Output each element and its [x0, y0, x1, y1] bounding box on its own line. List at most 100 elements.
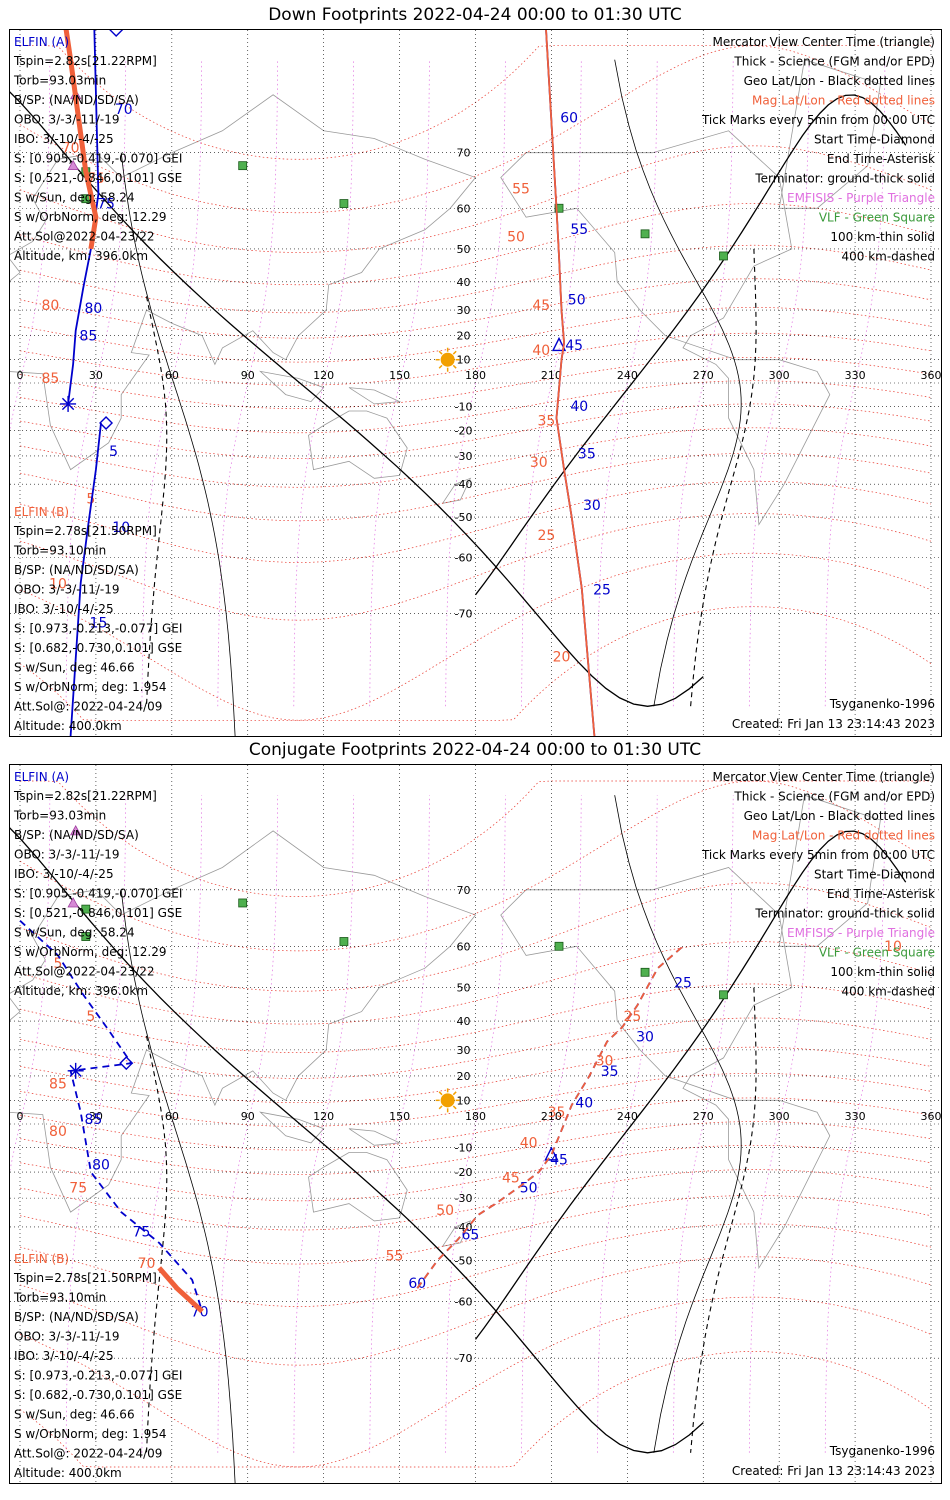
elfin-a-info-line: S w/OrbNorm, deg: 12.29 [14, 210, 166, 224]
elfin-a-info-line: Tspin=2.82s[21.22RPM] [13, 54, 157, 68]
vlf-station-marker [554, 203, 564, 213]
end-asterisk-marker [67, 1062, 84, 1079]
y-tick-label: -20 [455, 1166, 473, 1179]
elfin-b-info-line: Altitude: 400.0km [14, 719, 122, 733]
y-tick-label: 20 [457, 330, 471, 343]
mag-lon-line [369, 795, 430, 1453]
elfin-b-info-line: S w/OrbNorm, deg: 1.954 [14, 680, 166, 694]
mag-lon-line [217, 795, 279, 1453]
start-diamond-marker [119, 1056, 134, 1071]
mag-lat-label: 75 [87, 171, 105, 187]
elfin-a-info-line: Att.Sol@2022-04-23/22 [14, 230, 155, 244]
y-tick-label: -10 [455, 1142, 473, 1155]
legend-line: VLF - Green Square [819, 946, 935, 960]
vlf-station-marker [640, 967, 650, 977]
elfin-b-info-line: S: [0.682,-0.730,0.101] GSE [14, 641, 182, 655]
down-footprints-map: 0 30 60 90 120 150 180 210 240 270 300 330 360 70 60 50… [10, 30, 941, 736]
legend-line: Mag Lat/Lon - Red dotted lines [752, 94, 935, 108]
y-tick-label: -70 [455, 607, 473, 620]
mag-lat-label: 25 [537, 528, 555, 544]
y-tick-label: -10 [455, 400, 473, 413]
mag-lon-line [521, 795, 582, 1453]
elfin-b-info-line: IBO: 3/-10/-4/-25 [14, 1349, 114, 1363]
time-tick-label: 75 [133, 1224, 151, 1240]
elfin-a-info-line: S: [0.905,-0.419,-0.070] GEI [14, 887, 182, 901]
geo-grid [10, 30, 941, 736]
elfin-a-info-line: B/SP: (NA/ND/SD/SA) [14, 93, 139, 107]
coastline [500, 130, 831, 526]
elfin-b-info-line: Tspin=2.78s[21.50RPM] [13, 1271, 157, 1285]
coastlines [10, 59, 881, 526]
terminator-100km [614, 795, 742, 1453]
mag-lat-label: 85 [41, 371, 59, 387]
mag-lat-line [19, 45, 932, 214]
time-tick-label: 5 [109, 444, 118, 460]
y-tick-label: -70 [455, 1352, 473, 1365]
sun-icon [435, 347, 460, 372]
legend-line: EMFISIS - Purple Triangle [787, 191, 935, 205]
panel-title: Down Footprints 2022-04-24 00:00 to 01:3… [268, 5, 682, 25]
sun-ray [452, 350, 457, 355]
mag-lat-label: 5 [53, 956, 62, 972]
elfin-b-info-line: S: [0.682,-0.730,0.101] GSE [14, 1388, 182, 1402]
mag-lat-label: 40 [532, 343, 550, 359]
time-tick-label: 40 [570, 399, 588, 415]
time-tick-label: 30 [583, 498, 601, 514]
x-tick-label: 60 [165, 1110, 179, 1123]
model-label: Tsyganenko-1996 [829, 1444, 935, 1458]
terminator-100km [120, 152, 236, 736]
view-center-triangle [544, 1146, 559, 1161]
footprint-track [69, 422, 102, 736]
mag-lat-label: 35 [537, 413, 555, 429]
elfin-b-info-line: S: [0.973,-0.213,-0.077] GEI [14, 622, 182, 636]
mag-lat-label: 45 [532, 298, 550, 314]
time-tick-label: 10 [112, 520, 130, 536]
elfin-a-info-line: IBO: 3/-10/-4/-25 [14, 867, 114, 881]
mag-lat-label: 75 [69, 1181, 87, 1197]
time-tick-label: 70 [115, 102, 133, 118]
mag-lat-label: 50 [436, 1203, 454, 1219]
legend-line: Terminator: ground-thick solid [754, 172, 935, 186]
elfin-a-info-line: IBO: 3/-10/-4/-25 [14, 132, 114, 146]
elfin-a-info-line: Torb=93.03min [13, 809, 106, 823]
legend-line: Mercator View Center Time (triangle) [713, 770, 935, 784]
elfin-a-info-line: S: [0.521,-0.846,0.101] GSE [14, 906, 182, 920]
sun-ray [438, 350, 443, 355]
legend-line: 100 km-thin solid [830, 965, 935, 979]
elfin-b-info-line: OBO: 3/-3/-11/-19 [14, 1330, 120, 1344]
legend-line: Thick - Science (FGM and/or EPD) [733, 55, 935, 69]
mag-lon-lines [10, 59, 886, 707]
time-tick-label: 70 [191, 1305, 209, 1321]
elfin-a-info-line: OBO: 3/-3/-11/-19 [14, 848, 120, 862]
mag-lat-label: 55 [512, 182, 530, 198]
elfin-b-info-line: S w/OrbNorm, deg: 1.954 [14, 1427, 166, 1441]
x-tick-label: 150 [389, 1110, 410, 1123]
mag-lat-line [19, 1223, 932, 1307]
mag-lon-line [293, 795, 354, 1453]
mag-lat-line [19, 1097, 932, 1151]
x-tick-label: 270 [693, 1110, 714, 1123]
footprint-track [545, 30, 596, 736]
elfin-b-info-line: Torb=93.10min [13, 1291, 106, 1305]
view-center-triangle [551, 336, 567, 352]
legend-line: 400 km-dashed [841, 985, 935, 999]
mag-lon-line [369, 59, 430, 707]
terminator [10, 59, 907, 736]
vlf-station-marker [339, 937, 349, 946]
mag-lon-line [141, 59, 203, 707]
elfin-a-header: ELFIN (A) [14, 770, 69, 784]
x-tick-label: 210 [541, 1110, 562, 1123]
conjugate-footprints-map: 0 30 60 90 120 150 180 210 240 270 300 330 360 70 60 50… [10, 765, 941, 1483]
mag-lon-line [65, 59, 127, 707]
vlf-station-marker [339, 199, 349, 208]
mag-lon-line [824, 59, 886, 707]
x-tick-label: 240 [617, 1110, 638, 1123]
time-tick-label: 85 [84, 1112, 102, 1128]
time-tick-label: 60 [408, 1276, 426, 1292]
y-tick-label: -40 [455, 478, 473, 491]
y-tick-label: -30 [455, 450, 473, 463]
y-tick-label: 20 [457, 1070, 471, 1083]
time-tick-label: 25 [674, 976, 692, 992]
terminator [10, 795, 907, 1483]
elfin-b-info-line: Att.Sol@: 2022-04-24/09 [14, 700, 162, 714]
